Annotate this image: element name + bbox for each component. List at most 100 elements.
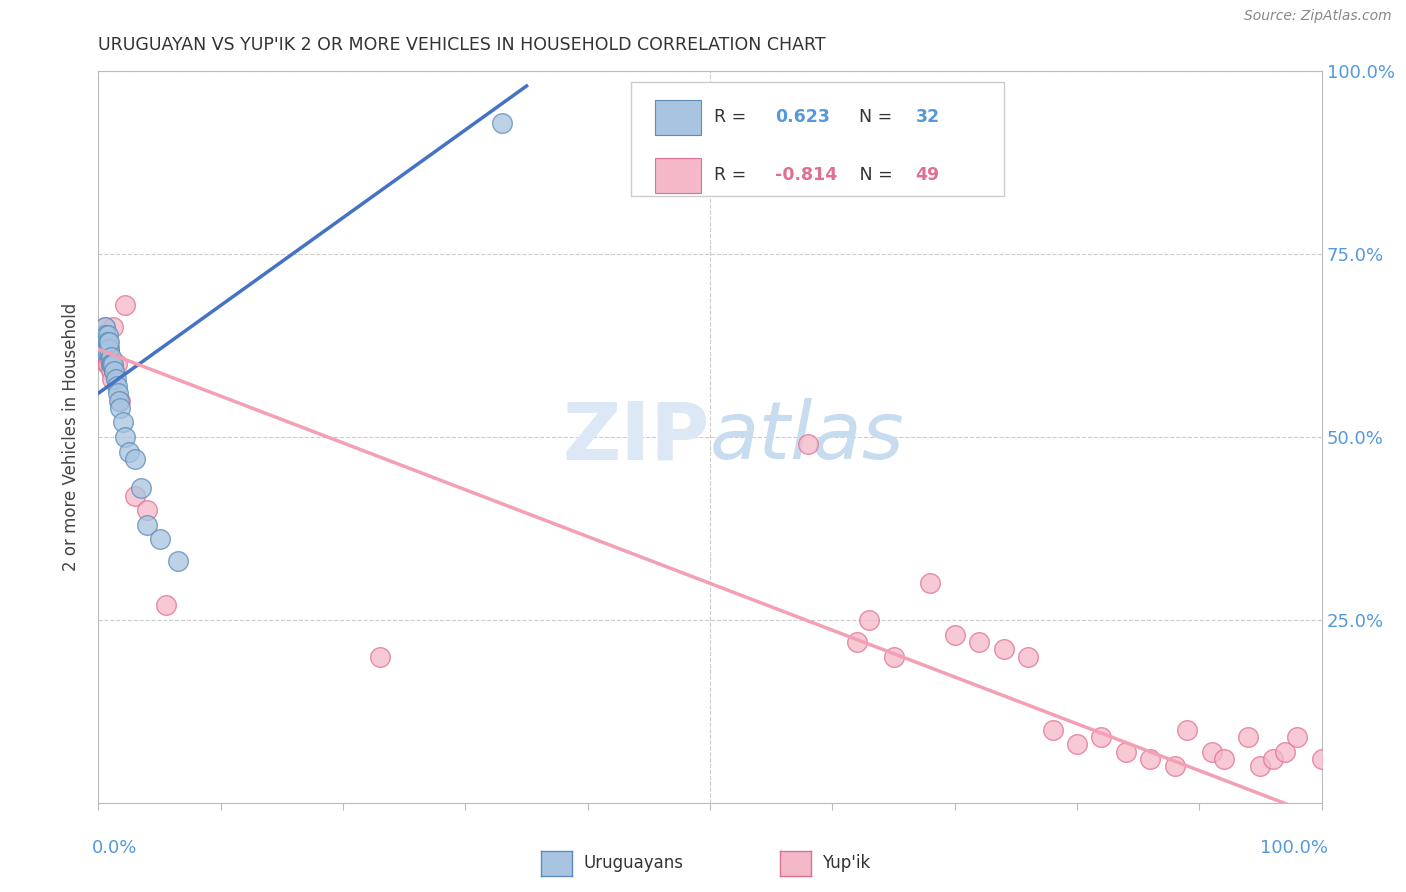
Point xyxy=(91,334,114,349)
Point xyxy=(104,371,127,385)
Point xyxy=(101,371,124,385)
Point xyxy=(129,481,152,495)
Point xyxy=(1066,737,1088,751)
Point xyxy=(91,327,114,342)
Point xyxy=(920,576,942,591)
Point xyxy=(98,343,121,357)
Point xyxy=(94,334,117,349)
Point xyxy=(149,533,172,547)
Point xyxy=(1139,752,1161,766)
Point xyxy=(883,649,905,664)
Point xyxy=(97,350,120,364)
Point xyxy=(96,343,118,357)
Point xyxy=(96,343,118,357)
Text: URUGUAYAN VS YUP'IK 2 OR MORE VEHICLES IN HOUSEHOLD CORRELATION CHART: URUGUAYAN VS YUP'IK 2 OR MORE VEHICLES I… xyxy=(98,36,827,54)
Point xyxy=(1261,752,1284,766)
Point xyxy=(110,393,132,408)
Point xyxy=(1175,723,1198,737)
Point xyxy=(1201,745,1223,759)
Point xyxy=(124,452,146,467)
Text: Uruguayans: Uruguayans xyxy=(583,855,683,872)
FancyBboxPatch shape xyxy=(655,158,702,193)
Text: atlas: atlas xyxy=(710,398,905,476)
Point xyxy=(91,343,114,357)
Point xyxy=(114,430,136,444)
Point xyxy=(368,649,391,664)
Point xyxy=(114,298,136,312)
Point xyxy=(97,357,120,371)
Text: Yup'ik: Yup'ik xyxy=(823,855,870,872)
FancyBboxPatch shape xyxy=(655,100,702,135)
Point xyxy=(93,334,115,349)
Point xyxy=(93,343,115,357)
Point xyxy=(101,320,124,334)
Text: ZIP: ZIP xyxy=(562,398,710,476)
Point xyxy=(491,115,513,129)
Point xyxy=(97,327,120,342)
Point xyxy=(1164,759,1187,773)
Point xyxy=(93,320,115,334)
Point xyxy=(101,357,124,371)
Point xyxy=(98,343,121,357)
Point xyxy=(107,386,129,401)
Point xyxy=(94,327,117,342)
Point xyxy=(100,350,122,364)
Point xyxy=(103,364,125,378)
Point xyxy=(108,393,131,408)
Point xyxy=(118,444,141,458)
Point xyxy=(110,401,132,415)
Point xyxy=(124,489,146,503)
Point xyxy=(993,642,1015,657)
Point xyxy=(91,334,114,349)
Point xyxy=(105,357,128,371)
Point xyxy=(91,334,114,349)
Point xyxy=(1017,649,1039,664)
Point xyxy=(98,334,121,349)
Point xyxy=(943,627,966,641)
Y-axis label: 2 or more Vehicles in Household: 2 or more Vehicles in Household xyxy=(62,303,80,571)
Point xyxy=(100,357,122,371)
Point xyxy=(1042,723,1064,737)
Point xyxy=(797,437,820,451)
Point xyxy=(136,503,159,517)
Point xyxy=(858,613,880,627)
Text: R =: R = xyxy=(714,109,751,127)
Text: 0.0%: 0.0% xyxy=(93,839,138,857)
Point xyxy=(94,343,117,357)
Text: -0.814: -0.814 xyxy=(775,166,837,185)
Point xyxy=(136,517,159,532)
Point xyxy=(155,599,177,613)
Point xyxy=(98,350,121,364)
FancyBboxPatch shape xyxy=(630,82,1004,195)
Point xyxy=(1212,752,1234,766)
Text: 100.0%: 100.0% xyxy=(1260,839,1327,857)
Point xyxy=(93,320,115,334)
Point xyxy=(1274,745,1296,759)
Text: N =: N = xyxy=(848,109,898,127)
Point xyxy=(91,327,114,342)
Text: Source: ZipAtlas.com: Source: ZipAtlas.com xyxy=(1244,9,1392,23)
Point xyxy=(94,350,117,364)
Point xyxy=(100,357,122,371)
Point xyxy=(845,635,868,649)
Point xyxy=(111,416,134,430)
Point xyxy=(1115,745,1137,759)
Point xyxy=(100,364,122,378)
Text: 32: 32 xyxy=(915,109,939,127)
Point xyxy=(1237,730,1260,744)
Point xyxy=(1286,730,1309,744)
Point xyxy=(967,635,990,649)
Text: 49: 49 xyxy=(915,166,939,185)
Point xyxy=(1090,730,1112,744)
Point xyxy=(167,554,190,568)
Point xyxy=(1249,759,1271,773)
Point xyxy=(103,364,125,378)
Text: R =: R = xyxy=(714,166,751,185)
Point xyxy=(97,334,120,349)
Point xyxy=(96,357,118,371)
Point xyxy=(105,379,128,393)
Text: 0.623: 0.623 xyxy=(775,109,830,127)
Point xyxy=(91,343,114,357)
Point xyxy=(1310,752,1333,766)
Text: N =: N = xyxy=(855,166,898,185)
